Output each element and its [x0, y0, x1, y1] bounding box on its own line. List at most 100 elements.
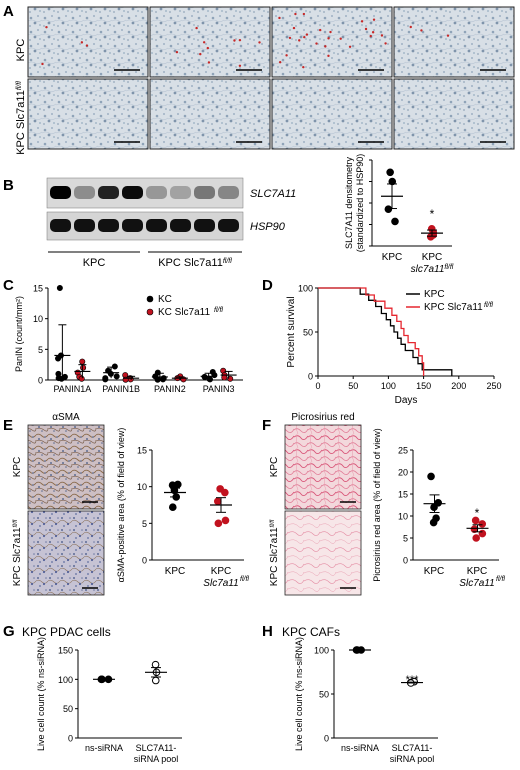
data-point	[207, 376, 214, 383]
y-axis-label: Live cell count (% ns-siRNA)	[294, 637, 304, 751]
y-tick-label: 100	[314, 646, 329, 656]
positive-stain-dot	[371, 31, 375, 34]
positive-stain-dot	[207, 61, 211, 64]
y-axis-label: SLC7A11 densitometry(standardized to HSP…	[344, 154, 365, 253]
y-axis-label: PanIN (count/mm²)	[14, 296, 24, 372]
y-tick-label: 15	[398, 490, 408, 500]
ihc-image-tile	[27, 78, 149, 150]
panel-letter-b: B	[3, 177, 14, 194]
x-tick-label: 150	[416, 381, 431, 391]
blot-label-slc7a11: SLC7A11	[250, 188, 296, 200]
positive-stain-dot	[41, 62, 44, 66]
positive-stain-dot	[80, 41, 84, 44]
y-tick-label: 15	[33, 284, 43, 294]
ihc-image-e-kpc	[27, 424, 105, 510]
positive-stain-dot	[278, 61, 282, 64]
y-tick-label: 5	[38, 345, 43, 355]
positive-stain-dot	[327, 37, 330, 40]
data-point	[427, 472, 435, 481]
positive-stain-dot	[369, 34, 372, 38]
positive-stain-dot	[324, 45, 327, 48]
group-label-kpc-slc7a11: KPC Slc7a11fl/fl	[158, 257, 232, 269]
blot-label-hsp90: HSP90	[250, 221, 286, 233]
x-tick-label: KPC	[211, 566, 232, 577]
y-tick-label: 100	[58, 675, 73, 685]
panel-f: F Picrosirius red KPC KPC Slc7a11fl/fl 0…	[262, 412, 505, 596]
blot-band-hsp90	[122, 219, 143, 232]
x-tick-label: 200	[451, 381, 466, 391]
blot-band-slc7a11	[122, 186, 143, 199]
positive-stain-dot	[409, 25, 412, 29]
data-point	[80, 364, 87, 371]
x-tick-label: 0	[315, 381, 320, 391]
positive-stain-dot	[364, 27, 368, 31]
positive-stain-dot	[302, 12, 306, 16]
chart-c-panin: 0 5 10 15 PanIN (count/mm²) PANIN1A PANIN1B PAN…	[14, 284, 243, 394]
blot-band-hsp90	[74, 219, 95, 232]
data-point	[111, 363, 118, 370]
data-point	[478, 529, 487, 538]
x-tick-label: Slc7a11	[459, 578, 494, 589]
ihc-image-tile	[149, 6, 271, 78]
positive-stain-dot	[85, 44, 89, 47]
x-tick-label: ns-siRNA	[341, 743, 379, 753]
data-point	[159, 376, 166, 383]
positive-stain-dot	[233, 39, 236, 42]
data-point	[58, 375, 65, 382]
panel-letter-d: D	[262, 277, 273, 294]
y-tick-label: 0	[38, 376, 43, 386]
legend-marker	[146, 308, 154, 316]
blot-band-slc7a11	[218, 186, 239, 199]
x-tick-label: ns-siRNA	[85, 743, 123, 753]
x-tick-label: PANIN2	[154, 384, 186, 394]
positive-stain-dot	[315, 42, 318, 45]
legend-label: KC	[158, 294, 172, 305]
positive-stain-dot	[258, 41, 261, 44]
data-point	[151, 676, 160, 685]
y-axis-label-line: (standardized to HSP90)	[355, 154, 365, 253]
group-label-kpc: KPC	[83, 257, 106, 269]
x-tick-label: siRNA pool	[134, 754, 179, 764]
blot-band-hsp90	[194, 219, 215, 232]
x-tick-label: PANIN1A	[53, 384, 91, 394]
y-tick-label: 50	[63, 704, 73, 714]
panel-title-h: KPC CAFs	[282, 625, 340, 639]
x-tick-label: 250	[486, 381, 501, 391]
y-axis-label: Live cell count (% ns-siRNA)	[36, 637, 46, 751]
chart-g-pdac-cells: 0 50 100 150 Live cell count (% ns-siRNA) ns-…	[36, 637, 182, 764]
panel-title-g: KPC PDAC cells	[22, 625, 111, 639]
positive-stain-dot	[348, 45, 352, 48]
row-label-kpc: KPC	[15, 39, 27, 62]
positive-stain-dot	[202, 41, 206, 44]
ihc-image-tile	[393, 78, 515, 150]
y-tick-label: 10	[398, 512, 408, 522]
y-tick-label: 100	[298, 284, 313, 294]
legend-label-sup: fl/fl	[214, 307, 223, 314]
positive-stain-dot	[372, 18, 376, 21]
data-point	[221, 374, 228, 381]
positive-stain-dot	[45, 25, 48, 29]
y-tick-label: 5	[142, 519, 147, 529]
blot-band-hsp90	[170, 219, 191, 232]
x-tick-label: PANIN3	[203, 384, 235, 394]
row-label-kpc-slc7a11: KPC Slc7a11fl/fl	[15, 81, 27, 155]
y-tick-label: 25	[398, 446, 408, 456]
y-tick-label: 0	[308, 372, 313, 382]
ihc-image-f-kpc	[284, 424, 362, 510]
y-axis-label-line: SLC7A11 densitometry	[344, 157, 354, 249]
y-tick-label: 0	[142, 556, 147, 566]
image-title-asma: αSMA	[52, 412, 80, 423]
y-axis-label: αSMA-positive area (% of field of view)	[116, 428, 126, 583]
blot-band-slc7a11	[98, 186, 119, 199]
row-label-kpc-slc7a11: KPC Slc7a11fl/fl	[269, 519, 280, 586]
positive-stain-dot	[339, 37, 342, 40]
positive-stain-dot	[305, 33, 309, 36]
legend-label-sup: fl/fl	[484, 302, 493, 309]
data-point	[55, 355, 62, 362]
positive-stain-dot	[285, 54, 288, 57]
x-tick-label: SLC7A11-	[392, 743, 433, 753]
chart-e-asma: 0 5 10 15 αSMA-positive area (% of field of …	[116, 428, 249, 589]
positive-stain-dot	[303, 35, 306, 39]
data-point	[384, 205, 393, 213]
legend-label-sup: fl/fl	[214, 307, 223, 314]
